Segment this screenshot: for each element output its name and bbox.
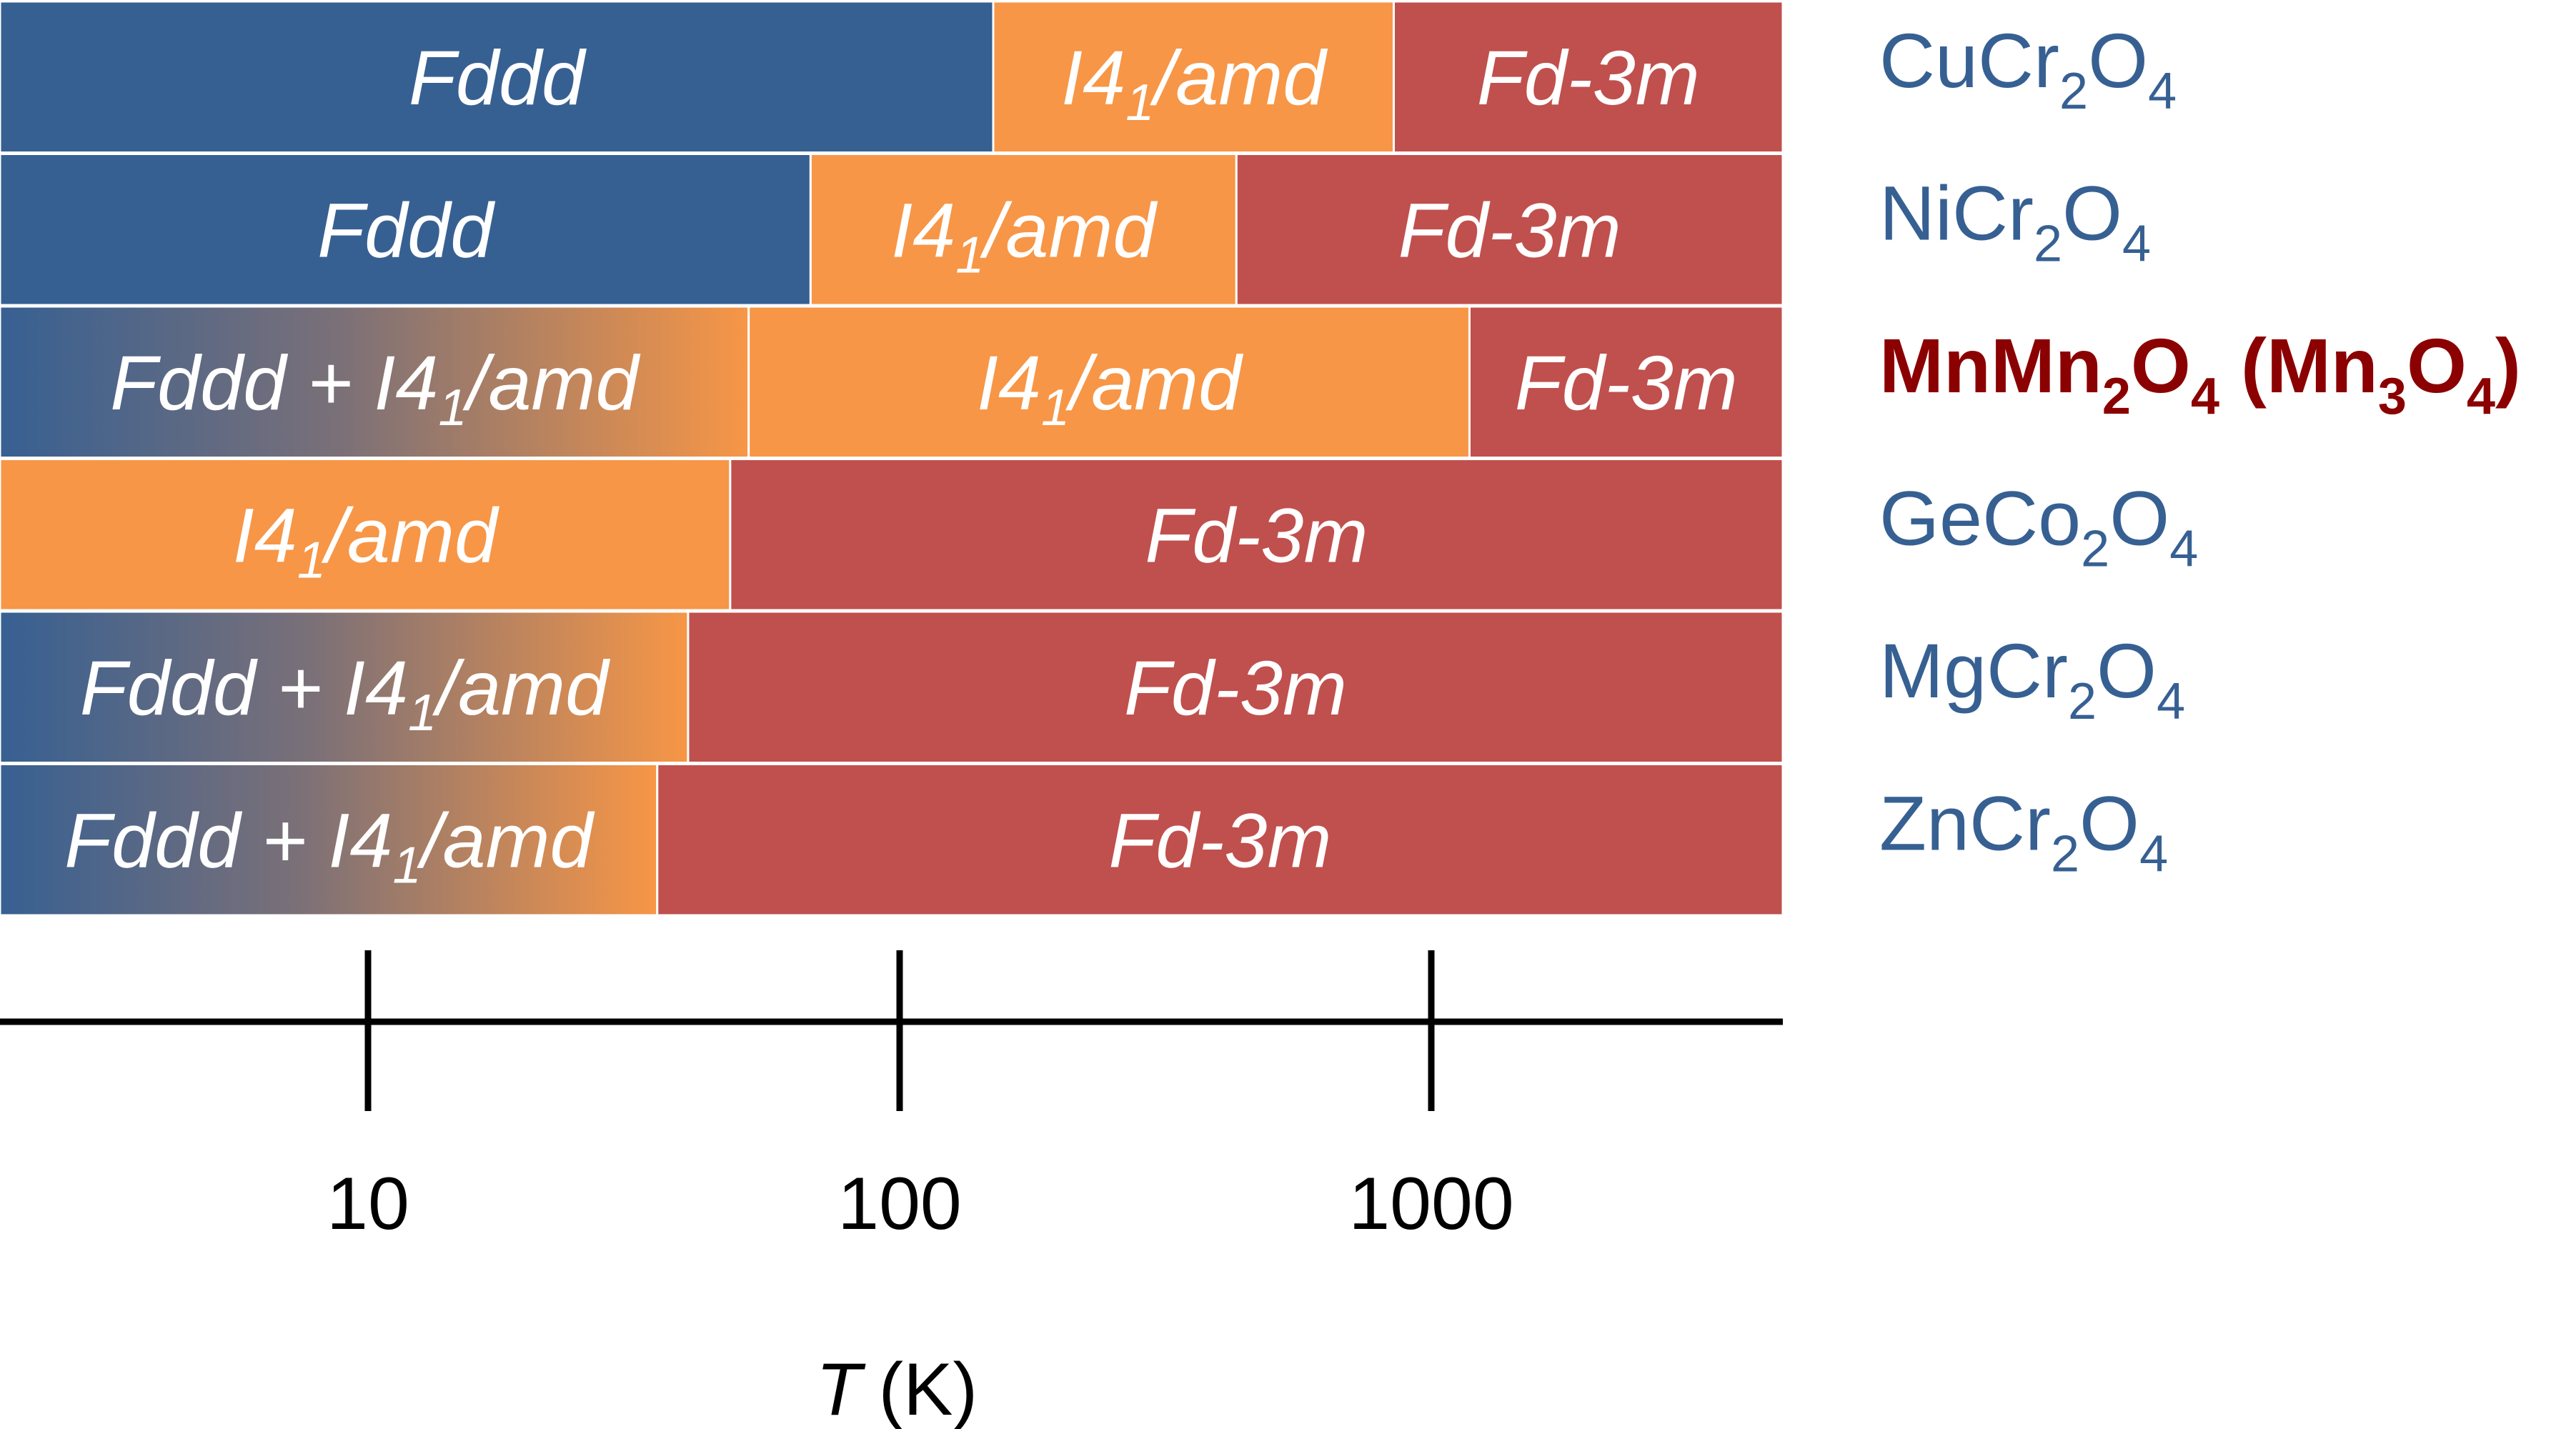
phase-segment — [0, 305, 750, 459]
phase-segment — [0, 458, 732, 612]
tick-label: 10 — [327, 1162, 409, 1245]
phase-label: Fddd + I41/amd — [64, 797, 595, 894]
compound-label: MgCr2O4 — [1879, 627, 2185, 730]
tick-label: 1000 — [1348, 1162, 1513, 1245]
compound-label: GeCo2O4 — [1879, 474, 2198, 577]
phase-label: Fddd + I41/amd — [110, 339, 640, 437]
phase-row: Fddd + I41/amd Fd-3m — [0, 763, 1784, 917]
phase-row: Fddd + I41/amd Fd-3m — [0, 610, 1784, 764]
phase-label: Fd-3m — [1124, 644, 1347, 731]
phase-label: Fd-3m — [1477, 34, 1700, 121]
phase-label: Fddd — [317, 186, 495, 273]
axis-title: T (K) — [816, 1348, 978, 1429]
phase-label: Fd-3m — [1515, 339, 1738, 426]
phase-row: Fddd I41/amd Fd-3m — [0, 153, 1784, 307]
phase-row: Fddd + I41/amd I41/amd Fd-3m — [0, 305, 1784, 459]
phase-segment — [992, 0, 1395, 154]
phase-label: Fddd — [409, 34, 587, 121]
phase-label: I41/amd — [891, 186, 1158, 284]
phase-label: I41/amd — [1061, 34, 1328, 131]
phase-label: Fd-3m — [1145, 492, 1368, 578]
phase-segment — [656, 763, 1784, 917]
phase-segment — [1235, 153, 1784, 307]
compound-label: CuCr2O4 — [1879, 17, 2177, 120]
compound-label: NiCr2O4 — [1879, 169, 2151, 272]
temperature-axis: 10 100 1000 T (K) — [0, 950, 1783, 1429]
phase-segment — [1468, 305, 1784, 459]
phase-segment — [747, 305, 1471, 459]
phase-segment — [0, 0, 995, 154]
phase-label: Fddd + I41/amd — [80, 644, 610, 742]
phase-segment — [0, 763, 659, 917]
phase-label: Fd-3m — [1398, 186, 1621, 273]
compound-label: ZnCr2O4 — [1879, 780, 2168, 882]
phase-segment — [0, 153, 812, 307]
phase-segment — [809, 153, 1238, 307]
phase-segment — [687, 610, 1784, 764]
compound-labels: CuCr2O4 NiCr2O4 MnMn2O4 (Mn3O4) GeCo2O4 MgCr… — [1879, 17, 2521, 883]
phase-row: I41/amd Fd-3m — [0, 458, 1784, 612]
phase-segment — [1392, 0, 1784, 154]
phase-label: Fd-3m — [1108, 797, 1331, 883]
phase-row: Fddd I41/amd Fd-3m — [0, 0, 1784, 154]
tick-label: 100 — [837, 1162, 962, 1245]
compound-label: MnMn2O4 (Mn3O4) — [1879, 322, 2521, 425]
phase-label: I41/amd — [233, 492, 499, 589]
phase-segment — [729, 458, 1784, 612]
phase-label: I41/amd — [977, 339, 1243, 437]
